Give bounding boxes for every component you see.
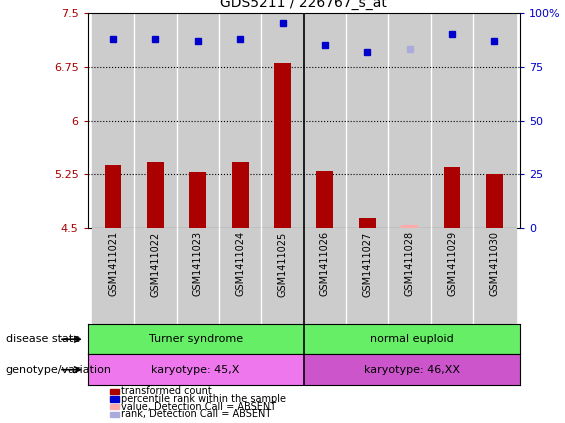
Text: GSM1411027: GSM1411027 [362,231,372,297]
Bar [92,228,134,324]
Bar [147,162,164,228]
Bar [389,13,431,228]
Bar [219,228,262,324]
Text: GSM1411022: GSM1411022 [150,231,160,297]
FancyBboxPatch shape [304,324,520,354]
Text: transformed count: transformed count [121,386,212,396]
Bar [346,228,389,324]
Bar [232,162,249,228]
FancyBboxPatch shape [304,354,520,385]
Bar [304,13,346,228]
Bar [359,218,376,228]
Bar [304,228,346,324]
Text: disease state: disease state [6,334,80,344]
Text: karyotype: 46,XX: karyotype: 46,XX [364,365,460,375]
Bar [134,13,177,228]
Text: percentile rank within the sample: percentile rank within the sample [121,394,286,404]
Text: normal euploid: normal euploid [370,334,454,344]
Bar [105,165,121,228]
Bar [473,228,516,324]
Text: value, Detection Call = ABSENT: value, Detection Call = ABSENT [121,401,277,412]
Bar [92,13,134,228]
Bar [431,228,473,324]
Text: rank, Detection Call = ABSENT: rank, Detection Call = ABSENT [121,409,272,419]
Bar [401,225,418,228]
Bar [444,168,460,228]
Text: GSM1411028: GSM1411028 [405,231,415,297]
Text: GSM1411023: GSM1411023 [193,231,203,297]
Bar [189,172,206,228]
Text: GSM1411025: GSM1411025 [277,231,288,297]
Text: GSM1411030: GSM1411030 [489,231,499,296]
Bar [274,63,291,228]
Text: GSM1411026: GSM1411026 [320,231,330,297]
Text: karyotype: 45,X: karyotype: 45,X [151,365,240,375]
Title: GDS5211 / 226767_s_at: GDS5211 / 226767_s_at [220,0,387,10]
Bar [346,13,389,228]
Bar [134,228,177,324]
Text: GSM1411024: GSM1411024 [235,231,245,297]
Bar [177,13,219,228]
Bar [219,13,262,228]
Bar [177,228,219,324]
Bar [473,13,516,228]
Bar [262,228,304,324]
Bar [262,13,304,228]
Text: genotype/variation: genotype/variation [6,365,112,375]
Bar [486,175,503,228]
Text: GSM1411029: GSM1411029 [447,231,457,297]
Bar [316,171,333,228]
Text: GSM1411021: GSM1411021 [108,231,118,297]
Bar [431,13,473,228]
Text: Turner syndrome: Turner syndrome [149,334,243,344]
Bar [389,228,431,324]
FancyBboxPatch shape [88,354,304,385]
FancyBboxPatch shape [88,324,304,354]
